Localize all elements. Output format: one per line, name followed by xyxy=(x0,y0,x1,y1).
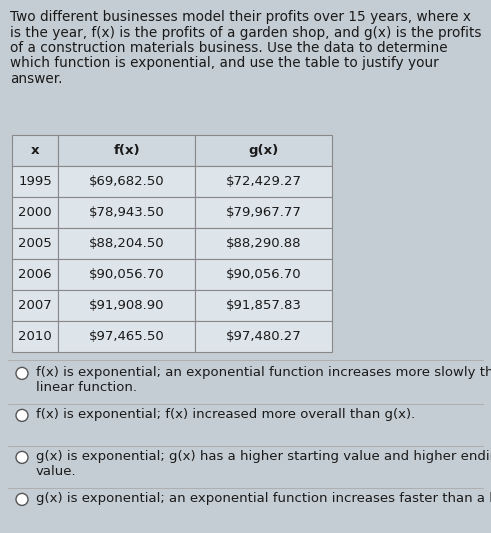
Bar xyxy=(195,135,332,166)
Bar xyxy=(12,228,58,259)
Text: answer.: answer. xyxy=(10,72,62,86)
Bar xyxy=(58,259,195,290)
Text: $69,682.50: $69,682.50 xyxy=(89,175,164,188)
Text: 2000: 2000 xyxy=(18,206,52,219)
Text: x: x xyxy=(31,144,39,157)
Text: of a construction materials business. Use the data to determine: of a construction materials business. Us… xyxy=(10,41,448,55)
Text: 2007: 2007 xyxy=(18,299,52,312)
Text: $72,429.27: $72,429.27 xyxy=(226,175,301,188)
Circle shape xyxy=(16,494,28,505)
Bar xyxy=(12,321,58,352)
Circle shape xyxy=(16,409,28,422)
Bar xyxy=(58,321,195,352)
Text: f(x): f(x) xyxy=(113,144,140,157)
Text: f(x) is exponential; an exponential function increases more slowly than a: f(x) is exponential; an exponential func… xyxy=(36,366,491,379)
Bar xyxy=(195,166,332,197)
Text: g(x): g(x) xyxy=(248,144,279,157)
Bar xyxy=(195,321,332,352)
Text: $97,465.50: $97,465.50 xyxy=(89,330,165,343)
Text: is the year, f(x) is the profits of a garden shop, and g(x) is the profits: is the year, f(x) is the profits of a ga… xyxy=(10,26,482,39)
Text: g(x) is exponential; g(x) has a higher starting value and higher ending: g(x) is exponential; g(x) has a higher s… xyxy=(36,450,491,463)
Text: 2006: 2006 xyxy=(18,268,52,281)
Text: $78,943.50: $78,943.50 xyxy=(89,206,165,219)
Bar xyxy=(12,166,58,197)
Bar xyxy=(12,290,58,321)
Text: g(x) is exponential; an exponential function increases faster than a linear: g(x) is exponential; an exponential func… xyxy=(36,492,491,505)
Bar xyxy=(12,135,58,166)
Bar xyxy=(58,166,195,197)
Text: which function is exponential, and use the table to justify your: which function is exponential, and use t… xyxy=(10,56,439,70)
Bar xyxy=(58,228,195,259)
Bar xyxy=(195,228,332,259)
Text: $91,857.83: $91,857.83 xyxy=(226,299,301,312)
Bar xyxy=(58,290,195,321)
Bar xyxy=(12,259,58,290)
Bar xyxy=(58,135,195,166)
Text: $91,908.90: $91,908.90 xyxy=(89,299,164,312)
Circle shape xyxy=(16,367,28,379)
Bar xyxy=(195,197,332,228)
Bar xyxy=(58,197,195,228)
Text: value.: value. xyxy=(36,465,77,478)
Text: 1995: 1995 xyxy=(18,175,52,188)
Text: $79,967.77: $79,967.77 xyxy=(226,206,301,219)
Bar xyxy=(195,259,332,290)
Text: $90,056.70: $90,056.70 xyxy=(89,268,164,281)
Text: $88,204.50: $88,204.50 xyxy=(89,237,164,250)
Text: $90,056.70: $90,056.70 xyxy=(226,268,301,281)
Text: f(x) is exponential; f(x) increased more overall than g(x).: f(x) is exponential; f(x) increased more… xyxy=(36,408,415,421)
Text: linear function.: linear function. xyxy=(36,381,137,394)
Text: $97,480.27: $97,480.27 xyxy=(226,330,301,343)
Circle shape xyxy=(16,451,28,463)
Bar xyxy=(195,290,332,321)
Bar xyxy=(12,197,58,228)
Text: 2005: 2005 xyxy=(18,237,52,250)
Text: $88,290.88: $88,290.88 xyxy=(226,237,301,250)
Text: Two different businesses model their profits over 15 years, where x: Two different businesses model their pro… xyxy=(10,10,471,24)
Text: 2010: 2010 xyxy=(18,330,52,343)
